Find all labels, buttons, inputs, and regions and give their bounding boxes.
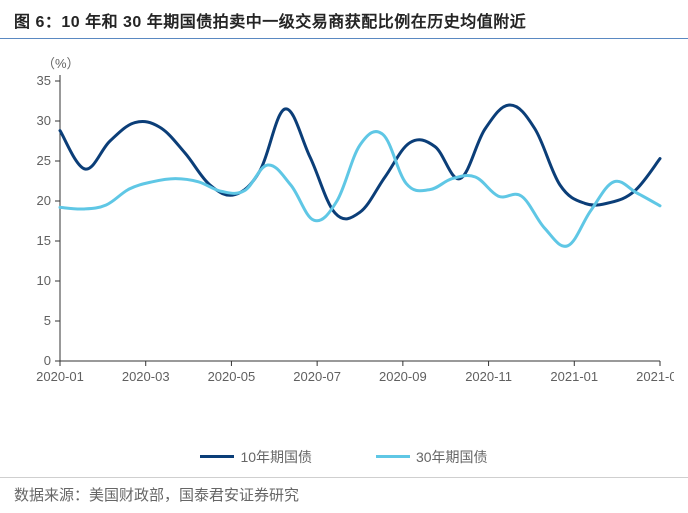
svg-text:2020-11: 2020-11: [465, 369, 512, 384]
legend-label-30y: 30年期国债: [416, 447, 488, 467]
legend: 10年期国债 30年期国债: [0, 445, 688, 467]
svg-text:15: 15: [37, 233, 51, 248]
legend-swatch-30y: [376, 455, 410, 458]
svg-text:2020-09: 2020-09: [379, 369, 427, 384]
footer-rule: [0, 477, 688, 478]
svg-text:2021-03: 2021-03: [636, 369, 674, 384]
legend-item-30y: 30年期国债: [376, 447, 488, 467]
svg-text:35: 35: [37, 73, 51, 88]
y-axis-unit: （%）: [42, 53, 80, 72]
legend-label-10y: 10年期国债: [240, 447, 312, 467]
title-bar: 图 6：10 年和 30 年期国债拍卖中一级交易商获配比例在历史均值附近: [0, 0, 688, 39]
data-source: 数据来源：美国财政部，国泰君安证券研究: [0, 484, 688, 513]
svg-text:2020-07: 2020-07: [293, 369, 341, 384]
svg-text:10: 10: [37, 273, 51, 288]
svg-text:2020-03: 2020-03: [122, 369, 170, 384]
svg-text:2020-05: 2020-05: [208, 369, 256, 384]
svg-text:0: 0: [44, 353, 51, 368]
svg-text:2020-01: 2020-01: [36, 369, 84, 384]
legend-swatch-10y: [200, 455, 234, 458]
source-text: 美国财政部，国泰君安证券研究: [89, 487, 299, 504]
figure-title: 图 6：10 年和 30 年期国债拍卖中一级交易商获配比例在历史均值附近: [14, 14, 526, 31]
svg-text:20: 20: [37, 193, 51, 208]
source-prefix: 数据来源：: [14, 487, 89, 504]
svg-text:5: 5: [44, 313, 51, 328]
figure-container: 图 6：10 年和 30 年期国债拍卖中一级交易商获配比例在历史均值附近 （%）…: [0, 0, 688, 513]
svg-text:30: 30: [37, 113, 51, 128]
svg-text:25: 25: [37, 153, 51, 168]
line-chart-svg: 0 5 10 15 20 25 30 35 2020-01 2020-03 2020-05 2020-…: [14, 51, 674, 391]
svg-text:2021-01: 2021-01: [550, 369, 598, 384]
chart-area: （%） 0 5 10 15 20 25 30 35 2020-01 2020-03 2020-05 2…: [14, 51, 674, 441]
legend-item-10y: 10年期国债: [200, 447, 312, 467]
